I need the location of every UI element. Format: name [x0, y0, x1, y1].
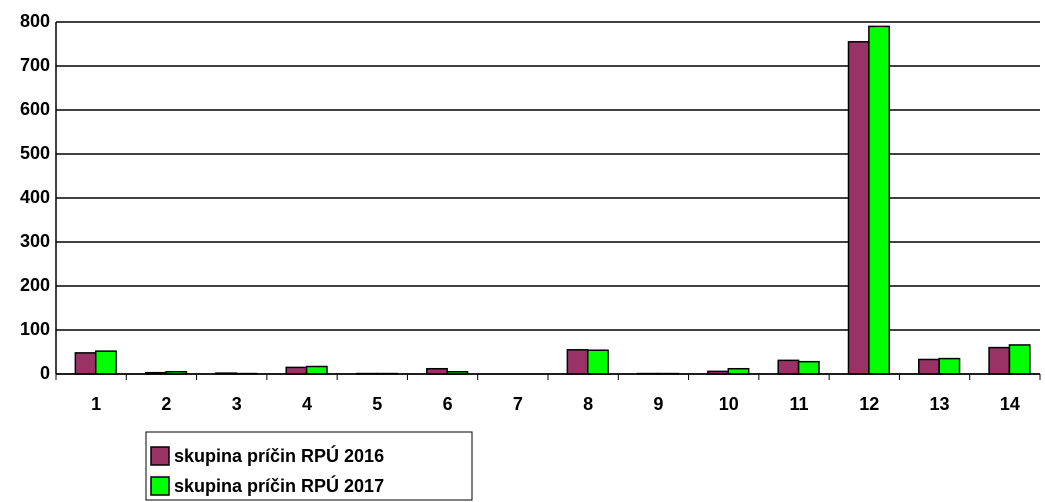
bar	[94, 350, 117, 375]
bar	[586, 349, 609, 375]
bar	[74, 352, 97, 375]
x-tick-label: 6	[443, 394, 453, 414]
x-tick-label: 13	[930, 394, 950, 414]
x-tick-label: 12	[859, 394, 879, 414]
bar	[777, 359, 800, 375]
legend-swatch	[150, 476, 170, 496]
y-tick-label: 0	[40, 363, 50, 383]
x-tick-label: 8	[583, 394, 593, 414]
bar	[305, 365, 328, 375]
legend-swatch	[150, 446, 170, 466]
legend-label: skupina príčin RPÚ 2017	[174, 475, 384, 496]
y-tick-label: 700	[20, 55, 50, 75]
x-tick-label: 2	[161, 394, 171, 414]
y-tick-label: 500	[20, 143, 50, 163]
y-tick-label: 400	[20, 187, 50, 207]
bar	[868, 25, 891, 375]
x-tick-label: 3	[232, 394, 242, 414]
bar	[847, 41, 870, 375]
bar	[797, 360, 820, 375]
y-tick-label: 800	[20, 11, 50, 31]
y-tick-label: 100	[20, 319, 50, 339]
bar	[938, 357, 961, 375]
bar	[988, 346, 1011, 375]
x-tick-label: 11	[789, 394, 808, 414]
legend-label: skupina príčin RPÚ 2016	[174, 445, 384, 466]
bar	[285, 366, 308, 375]
x-tick-label: 7	[513, 394, 523, 414]
y-tick-label: 200	[20, 275, 50, 295]
x-tick-label: 10	[719, 394, 739, 414]
legend-box	[145, 431, 473, 501]
x-tick-label: 5	[372, 394, 382, 414]
bar	[426, 367, 448, 375]
y-tick-label: 300	[20, 231, 50, 251]
bar	[566, 349, 589, 375]
bar	[918, 358, 940, 375]
x-tick-label: 14	[1000, 394, 1020, 414]
bar	[1008, 344, 1031, 375]
y-tick-label: 600	[20, 99, 50, 119]
bar	[727, 367, 750, 375]
x-tick-label: 1	[91, 394, 101, 414]
x-tick-label: 9	[653, 394, 663, 414]
x-tick-label: 4	[302, 394, 312, 414]
